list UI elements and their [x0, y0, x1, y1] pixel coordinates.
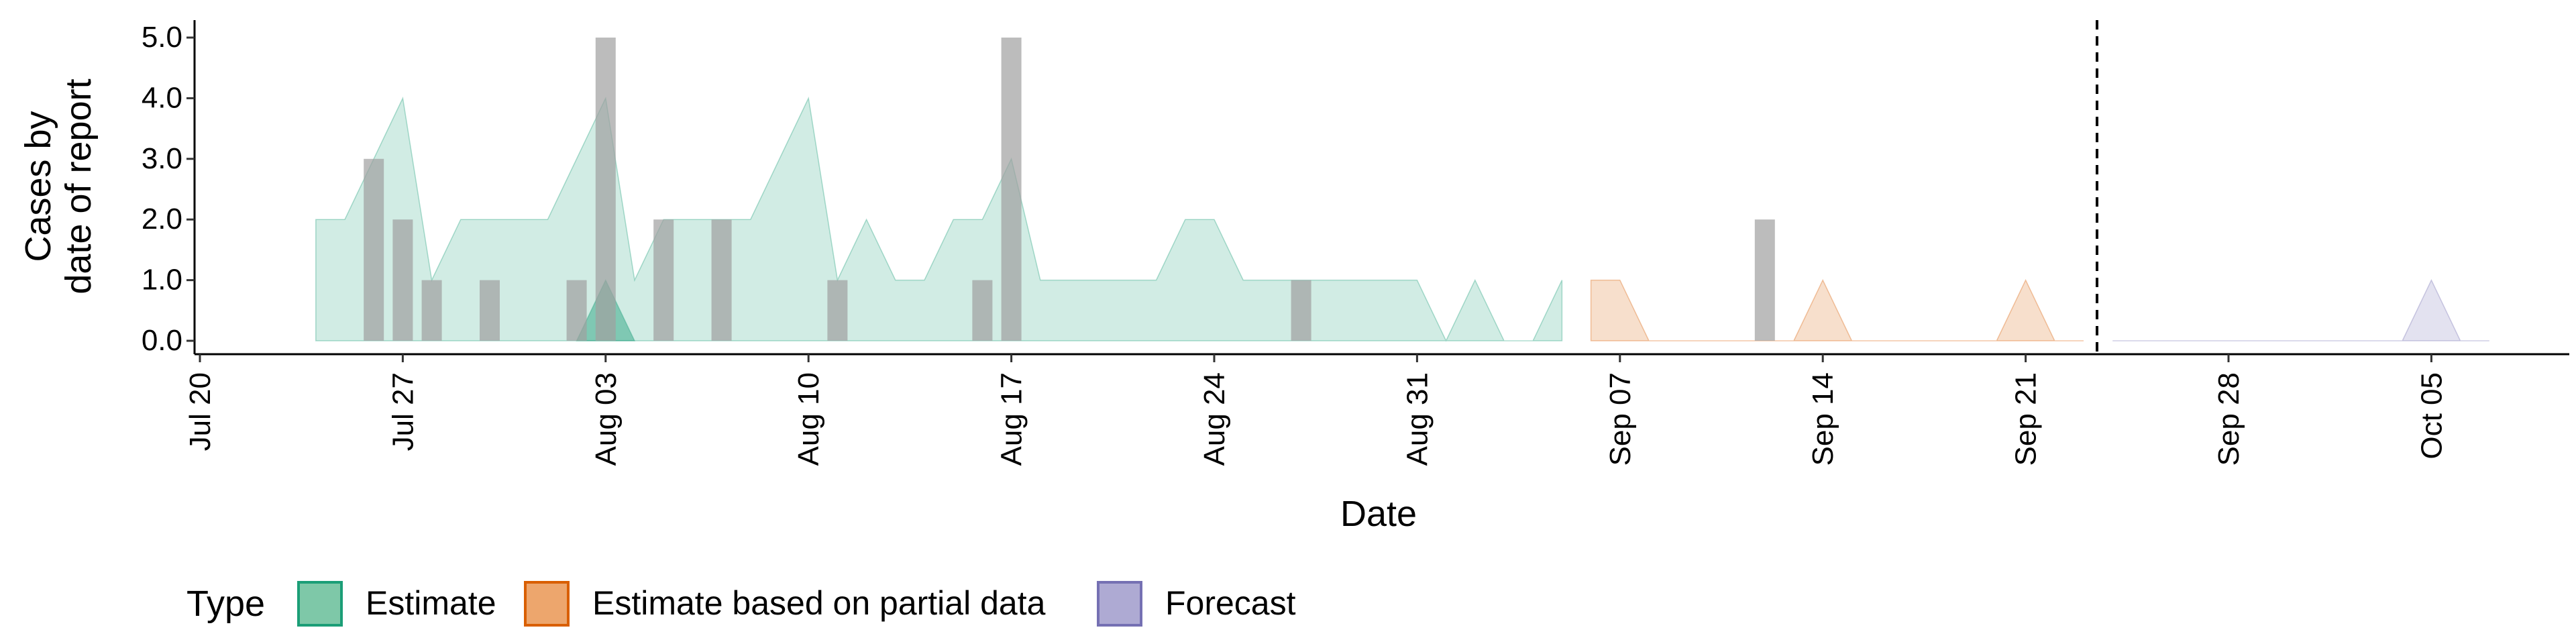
x-tick-label: Aug 10 — [792, 372, 825, 466]
y-tick-label: 0.0 — [142, 324, 182, 357]
bar-layer — [364, 38, 1775, 341]
reported-cases-bar — [1754, 219, 1775, 341]
reported-cases-bar — [711, 219, 732, 341]
reported-cases-bar — [392, 219, 413, 341]
y-tick-label: 5.0 — [142, 21, 182, 54]
legend-swatch-0 — [297, 581, 343, 627]
x-tick-label: Sep 14 — [1807, 372, 1839, 466]
y-tick-label: 2.0 — [142, 203, 182, 235]
y-axis-title-line2: date of report — [58, 78, 99, 294]
axes-layer: 0.0 1.0 2.0 3.0 4.0 5.0 Jul 20 Jul 27 Aug 03 Aug … — [18, 20, 2569, 534]
y-tick-label: 4.0 — [142, 81, 182, 114]
reported-cases-bar — [827, 280, 848, 341]
reported-cases-bar — [421, 280, 442, 341]
y-tick-label: 3.0 — [142, 142, 182, 175]
area-layer — [315, 96, 2489, 342]
x-tick-label: Sep 21 — [2010, 372, 2043, 466]
area-forecast-3 — [2112, 278, 2489, 341]
legend-title: Type — [186, 584, 265, 624]
legend: Type Estimate Estimate based on partial da… — [186, 581, 1296, 627]
x-tick-label: Jul 20 — [184, 372, 217, 451]
legend-label-2: Forecast — [1165, 584, 1296, 622]
legend-label-0: Estimate — [366, 584, 496, 622]
x-tick-label: Oct 05 — [2415, 372, 2448, 460]
reported-cases-bar — [566, 280, 587, 341]
y-tick-label: 1.0 — [142, 264, 182, 297]
x-tick-label: Aug 17 — [996, 372, 1028, 466]
reported-cases-bar — [364, 158, 384, 341]
reported-cases-bar — [595, 38, 616, 341]
area-estimate-based-on-partial-data-2 — [1590, 278, 2084, 341]
x-tick-label: Aug 24 — [1198, 372, 1231, 466]
reported-cases-bar — [1001, 38, 1022, 341]
reported-cases-bar — [1291, 280, 1311, 341]
reported-cases-bar — [653, 219, 674, 341]
legend-label-1: Estimate based on partial data — [592, 584, 1046, 622]
reported-cases-bar — [972, 280, 993, 341]
area-estimate-0 — [315, 96, 1563, 342]
legend-swatch-1 — [524, 581, 570, 627]
x-tick-label: Jul 27 — [386, 372, 419, 451]
x-tick-label: Sep 07 — [1604, 372, 1637, 466]
y-axis-title-line1: Cases by — [18, 111, 58, 262]
reported-cases-bar — [480, 280, 500, 341]
x-tick-label: Sep 28 — [2212, 372, 2245, 466]
legend-swatch-2 — [1097, 581, 1142, 627]
x-axis-title: Date — [1340, 494, 1417, 534]
x-tick-label: Aug 31 — [1401, 372, 1434, 466]
x-tick-label: Aug 03 — [590, 372, 623, 466]
